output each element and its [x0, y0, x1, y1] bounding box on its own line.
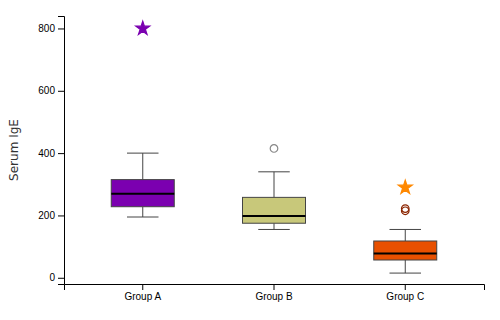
median: [243, 215, 306, 217]
tick-mark: [58, 215, 64, 216]
tick-mark: [58, 28, 64, 29]
tick: 200: [38, 210, 64, 221]
tick-label: 800: [38, 23, 55, 34]
tick-mark: [58, 153, 64, 154]
tick-label: 200: [38, 210, 55, 221]
flier: [398, 180, 412, 193]
y-axis-title: Serum IgE: [7, 119, 21, 181]
flier: [136, 21, 150, 34]
whisker-cap: [390, 273, 422, 274]
box-plot: [243, 172, 306, 230]
whisker-cap: [127, 217, 159, 218]
tick-label: Group A: [124, 291, 161, 302]
whisker: [405, 260, 406, 273]
tick-label: Group B: [255, 291, 293, 302]
median: [374, 252, 437, 254]
whisker: [405, 229, 406, 241]
tick: 800: [38, 23, 64, 34]
tick: Group A: [124, 284, 161, 302]
box: [243, 197, 306, 223]
tick: 0: [49, 272, 64, 283]
box-plot: [111, 153, 174, 217]
whisker: [274, 172, 275, 198]
box: [111, 180, 174, 207]
box-plot: [374, 229, 437, 273]
tick: Group C: [386, 284, 424, 302]
axis-line: [65, 285, 485, 291]
whisker-cap: [390, 229, 422, 230]
tick-mark: [58, 278, 64, 279]
flier: [401, 207, 409, 215]
tick-label: 600: [38, 85, 55, 96]
whisker-cap: [258, 229, 290, 230]
tick-label: 0: [49, 272, 55, 283]
chart: 0 200 400 600 800 Group A Group B Group C Serum …: [0, 0, 500, 320]
flier: [270, 145, 278, 153]
tick-label: Group C: [386, 291, 424, 302]
tick-label: 400: [38, 148, 55, 159]
tick: 400: [38, 148, 64, 159]
tick: 600: [38, 85, 64, 96]
whisker: [142, 153, 143, 179]
x-axis: Group A Group B Group C: [65, 284, 485, 302]
axis-line: [58, 17, 65, 285]
whisker: [274, 223, 275, 229]
median: [111, 193, 174, 195]
fliers: [136, 21, 412, 214]
tick-mark: [58, 91, 64, 92]
plot: 0 200 400 600 800 Group A Group B Group C: [38, 17, 484, 303]
marks: [111, 21, 437, 273]
whisker-cap: [258, 171, 290, 172]
box: [374, 241, 437, 260]
tick: Group B: [255, 284, 293, 302]
whisker-cap: [127, 153, 159, 154]
tick-mark: [274, 284, 275, 290]
whisker: [142, 207, 143, 217]
tick-mark: [142, 284, 143, 290]
y-axis: 0 200 400 600 800: [38, 17, 64, 285]
tick-mark: [405, 284, 406, 290]
